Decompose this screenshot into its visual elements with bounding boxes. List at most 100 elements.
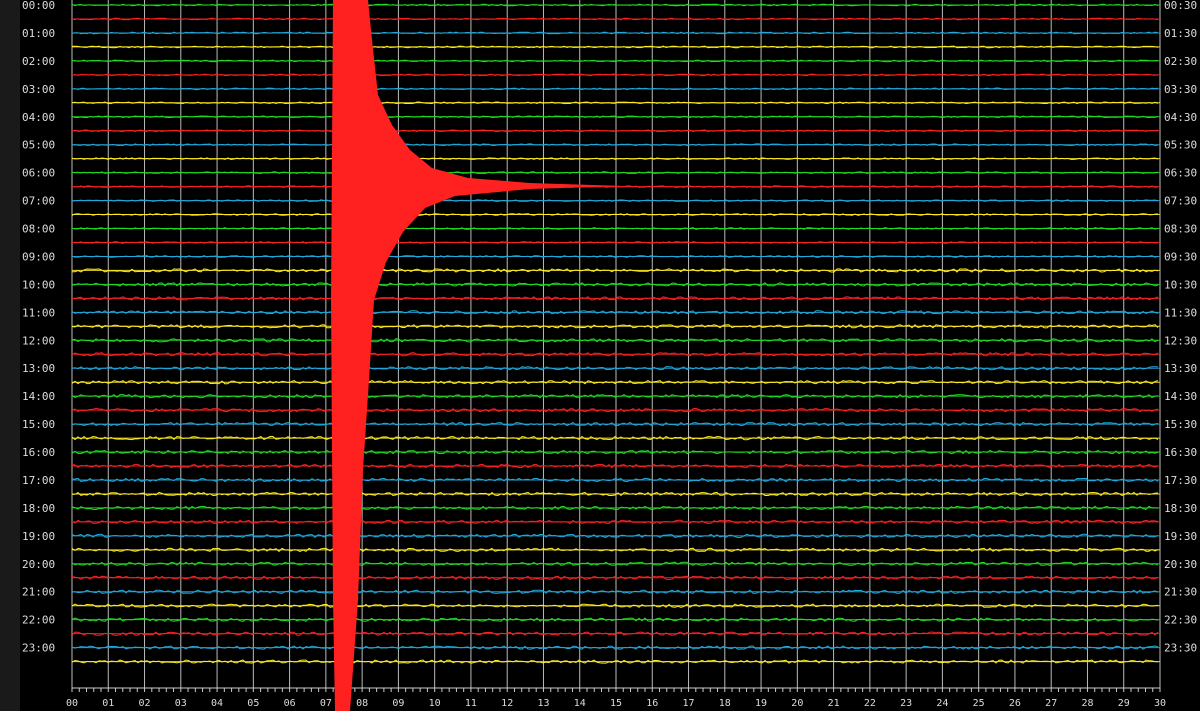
left-time-label: 18:00: [22, 502, 55, 515]
trace: [71, 491, 1159, 497]
trace: [71, 575, 1159, 581]
trace: [71, 603, 1159, 608]
left-time-label: 17:00: [22, 474, 55, 487]
right-time-label: 12:30: [1164, 334, 1197, 347]
trace: [71, 87, 1159, 91]
trace: [71, 185, 1159, 188]
left-time-label: 23:00: [22, 642, 55, 655]
trace: [71, 129, 1159, 133]
trace: [71, 505, 1159, 511]
trace: [71, 282, 1159, 287]
x-tick-label: 12: [501, 698, 513, 709]
trace: [71, 255, 1159, 258]
right-time-label: 22:30: [1164, 614, 1197, 627]
trace: [71, 477, 1159, 483]
trace: [71, 338, 1159, 343]
trace: [71, 561, 1159, 567]
trace: [71, 73, 1159, 77]
trace: [71, 45, 1159, 49]
x-tick-label: 19: [755, 698, 767, 709]
trace: [71, 310, 1159, 315]
left-time-label: 16:00: [22, 446, 55, 459]
trace: [71, 3, 1159, 7]
x-tick-label: 17: [683, 698, 695, 709]
trace: [71, 617, 1159, 622]
x-tick-label: 16: [646, 698, 658, 709]
right-time-label: 20:30: [1164, 558, 1197, 571]
left-time-label: 07:00: [22, 195, 55, 208]
x-tick-label: 13: [537, 698, 549, 709]
trace: [71, 213, 1159, 216]
right-time-label: 07:30: [1164, 195, 1197, 208]
right-time-label: 16:30: [1164, 446, 1197, 459]
trace: [71, 59, 1159, 63]
trace: [71, 143, 1159, 147]
trace: [71, 171, 1159, 174]
trace: [71, 645, 1159, 650]
trace: [71, 241, 1159, 244]
x-tick-label: 04: [211, 698, 223, 709]
x-tick-label: 09: [392, 698, 404, 709]
right-time-label: 02:30: [1164, 55, 1197, 68]
trace: [71, 31, 1159, 35]
right-time-label: 15:30: [1164, 418, 1197, 431]
side-strip: [0, 0, 20, 711]
trace: [71, 366, 1159, 371]
trace: [71, 115, 1159, 119]
left-time-label: 22:00: [22, 614, 55, 627]
right-time-label: 10:30: [1164, 278, 1197, 291]
right-time-label: 09:30: [1164, 250, 1197, 263]
left-time-label: 09:00: [22, 250, 55, 263]
left-time-label: 01:00: [22, 27, 55, 40]
trace: [71, 449, 1159, 455]
right-time-label: 21:30: [1164, 586, 1197, 599]
x-tick-label: 25: [973, 698, 985, 709]
x-tick-label: 11: [465, 698, 477, 709]
x-tick-label: 20: [791, 698, 803, 709]
right-time-label: 11:30: [1164, 306, 1197, 319]
right-time-label: 13:30: [1164, 362, 1197, 375]
x-tick-label: 06: [284, 698, 296, 709]
trace: [71, 631, 1159, 636]
trace: [71, 17, 1159, 21]
x-tick-label: 00: [66, 698, 78, 709]
right-time-label: 23:30: [1164, 642, 1197, 655]
x-tick-label: 24: [936, 698, 948, 709]
trace: [71, 463, 1159, 469]
left-time-label: 08:00: [22, 223, 55, 236]
x-tick-label: 27: [1045, 698, 1057, 709]
trace: [71, 393, 1159, 399]
left-time-label: 06:00: [22, 167, 55, 180]
x-tick-label: 18: [719, 698, 731, 709]
trace: [71, 547, 1159, 553]
left-time-label: 03:00: [22, 83, 55, 96]
left-time-label: 12:00: [22, 334, 55, 347]
x-tick-label: 22: [864, 698, 876, 709]
x-tick-label: 28: [1081, 698, 1093, 709]
right-time-label: 14:30: [1164, 390, 1197, 403]
right-time-label: 08:30: [1164, 223, 1197, 236]
x-tick-label: 08: [356, 698, 368, 709]
trace: [71, 659, 1159, 664]
right-time-label: 06:30: [1164, 167, 1197, 180]
earthquake-signal: [331, 0, 625, 711]
left-time-label: 11:00: [22, 306, 55, 319]
trace: [71, 101, 1159, 105]
x-tick-label: 15: [610, 698, 622, 709]
x-tick-label: 14: [574, 698, 586, 709]
left-time-label: 15:00: [22, 418, 55, 431]
right-time-label: 04:30: [1164, 111, 1197, 124]
trace: [72, 268, 1159, 273]
left-time-label: 13:00: [22, 362, 55, 375]
trace: [71, 407, 1159, 413]
left-time-label: 05:00: [22, 139, 55, 152]
left-time-label: 21:00: [22, 586, 55, 599]
trace: [71, 157, 1159, 161]
left-time-label: 10:00: [22, 278, 55, 291]
right-time-label: 17:30: [1164, 474, 1197, 487]
x-tick-label: 23: [900, 698, 912, 709]
x-tick-label: 07: [320, 698, 332, 709]
x-tick-label: 30: [1154, 698, 1166, 709]
trace: [71, 227, 1159, 230]
trace: [71, 199, 1159, 202]
